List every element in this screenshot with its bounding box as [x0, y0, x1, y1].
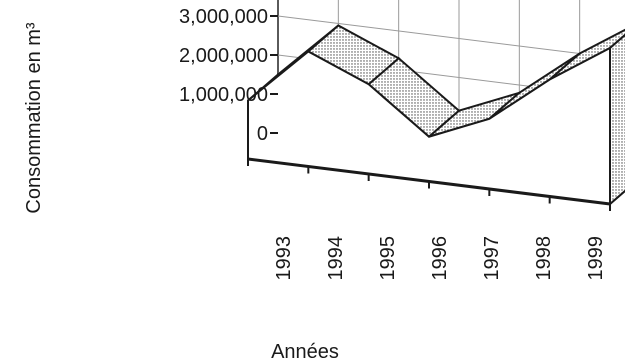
- x-tick-label-1997: 1997: [481, 236, 503, 281]
- y-tick-label-0: 0: [257, 123, 268, 145]
- x-tick-label-1994: 1994: [325, 236, 347, 281]
- y-axis-title: Consommation en m³: [23, 22, 45, 214]
- y-tick-label-1: 1,000,000: [179, 84, 268, 106]
- x-axis-title: Années: [271, 341, 339, 363]
- x-tick-label-1998: 1998: [533, 236, 555, 281]
- chart-labels: 0 1,000,000 2,000,000 3,000,000 1993 1994 1995…: [179, 6, 607, 281]
- chart-axes: [247, 15, 611, 211]
- y-tick-label-3: 3,000,000: [179, 6, 268, 28]
- series-end-cap: [609, 33, 625, 207]
- chart-series: [247, 24, 625, 207]
- x-tick-label-1996: 1996: [429, 236, 451, 281]
- x-tick-label-1999: 1999: [585, 236, 607, 281]
- x-tick-label-1993: 1993: [273, 236, 295, 281]
- y-tick-label-2: 2,000,000: [179, 45, 268, 67]
- x-tick-label-1995: 1995: [377, 236, 399, 281]
